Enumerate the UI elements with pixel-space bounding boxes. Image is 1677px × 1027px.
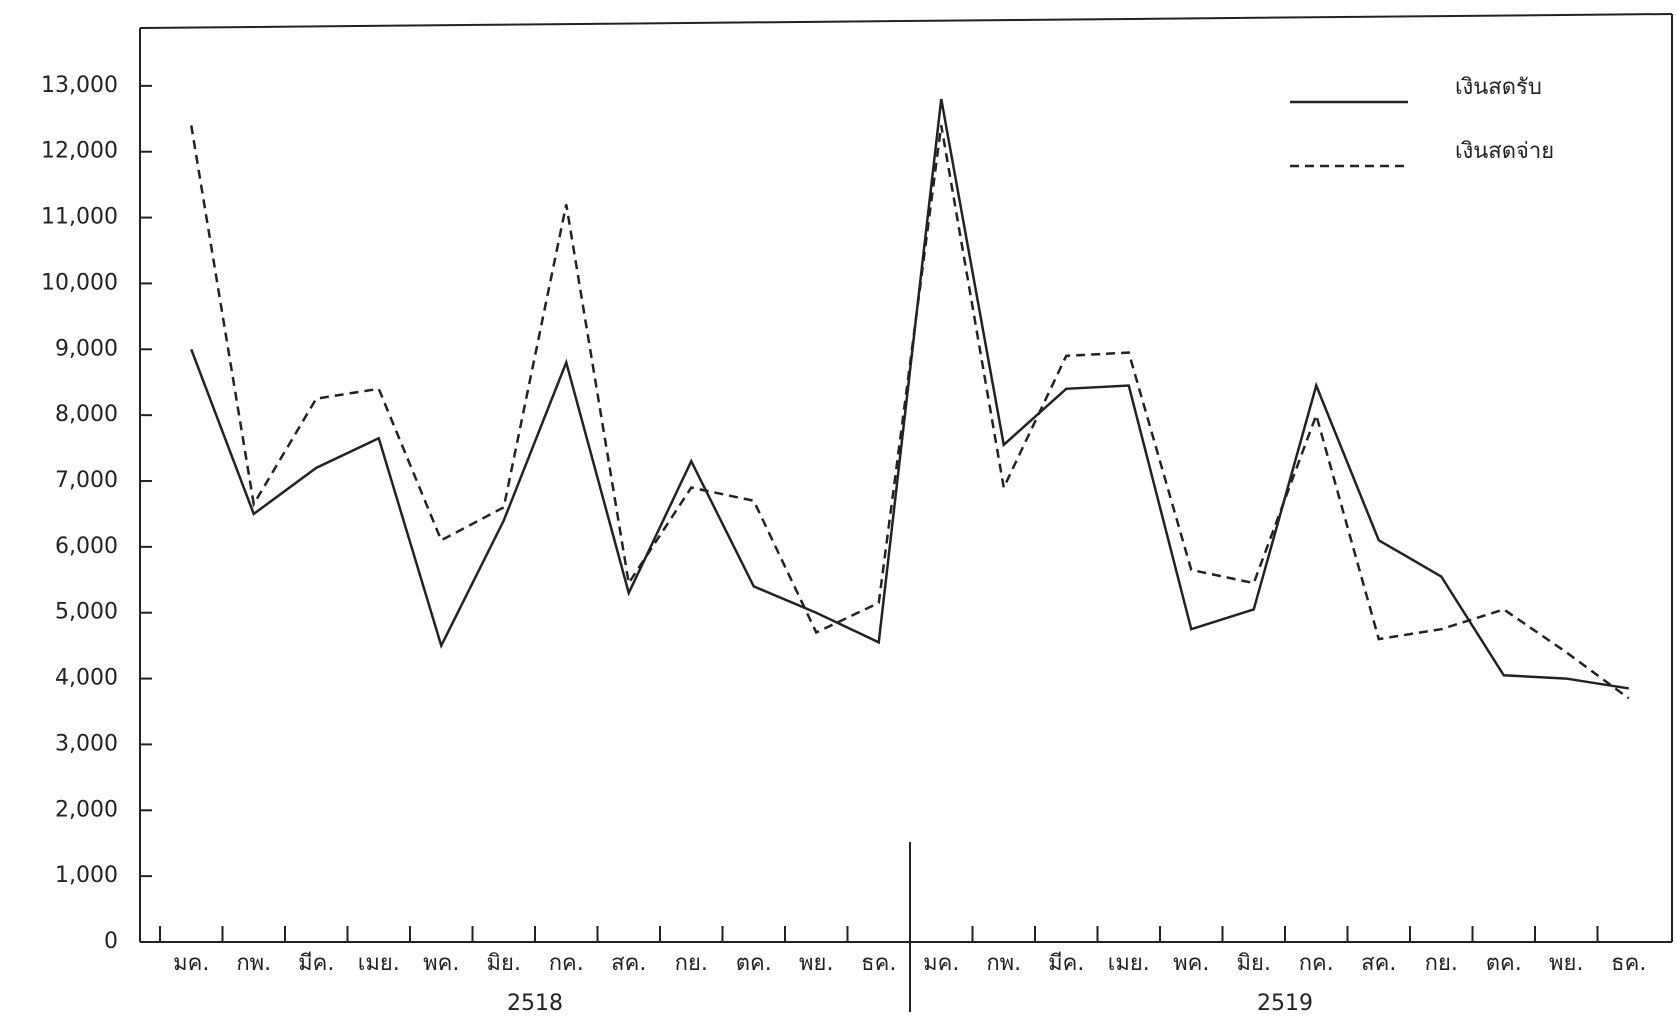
x-tick-label: ตค. [736,951,772,976]
x-tick-label: กพ. [986,951,1021,976]
x-tick-label: มิย. [487,951,521,976]
x-tick-label: สค. [1361,951,1396,976]
frame-top [140,14,1672,28]
x-tick-label: มีค. [298,951,334,976]
y-tick-label: 2,000 [55,797,118,822]
y-tick-label: 12,000 [41,139,118,164]
y-tick-label: 1,000 [55,863,118,888]
x-tick-label: กพ. [236,951,271,976]
x-tick-label: มค. [923,951,959,976]
series-line [191,99,1629,688]
x-tick-label: เมย. [1108,951,1150,976]
legend-label: เงินสดจ่าย [1455,139,1554,164]
year-label: 2519 [1257,991,1313,1016]
year-label: 2518 [507,991,563,1016]
x-tick-label: พค. [1173,951,1209,976]
x-tick-label: ธค. [1611,951,1646,976]
x-tick-label: ธค. [861,951,896,976]
y-tick-label: 9,000 [55,336,118,361]
x-tick-label: ตค. [1486,951,1522,976]
series-line [191,125,1629,698]
x-tick-label: มิย. [1237,951,1271,976]
y-tick-label: 4,000 [55,666,118,691]
x-tick-label: กค. [1299,951,1334,976]
x-tick-label: พค. [423,951,459,976]
x-tick-label: กค. [549,951,584,976]
x-tick-label: มีค. [1048,951,1084,976]
y-tick-label: 10,000 [41,270,118,295]
y-tick-label: 13,000 [41,73,118,98]
y-tick-label: 0 [104,929,118,954]
x-tick-label: กย. [1425,951,1458,976]
y-tick-label: 11,000 [41,205,118,230]
legend-label: เงินสดรับ [1455,75,1542,100]
y-tick-label: 8,000 [55,402,118,427]
y-tick-label: 7,000 [55,468,118,493]
chart: 0 1,000 2,000 3,000 4,000 5,000 6,000 7,000 8,00… [0,0,1677,1027]
y-tick-label: 5,000 [55,600,118,625]
x-tick-label: เมย. [358,951,400,976]
x-tick-label: พย. [1549,951,1583,976]
y-tick-label: 6,000 [55,534,118,559]
y-tick-label: 3,000 [55,731,118,756]
x-tick-label: กย. [675,951,708,976]
x-tick-label: สค. [611,951,646,976]
x-tick-label: พย. [799,951,833,976]
x-tick-label: มค. [173,951,209,976]
